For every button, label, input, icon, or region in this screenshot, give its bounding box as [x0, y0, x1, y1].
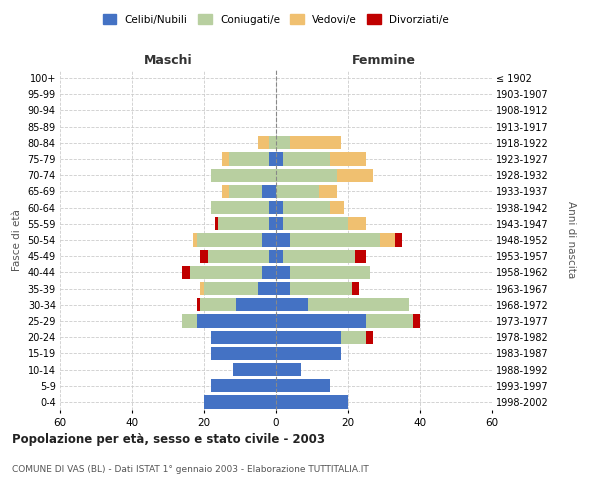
Legend: Celibi/Nubili, Coniugati/e, Vedovi/e, Divorziati/e: Celibi/Nubili, Coniugati/e, Vedovi/e, Di… — [99, 10, 453, 29]
Bar — [276, 185, 319, 198]
Y-axis label: Anni di nascita: Anni di nascita — [566, 202, 576, 278]
Bar — [222, 152, 229, 166]
Bar — [190, 266, 262, 279]
Bar — [197, 298, 200, 312]
Bar — [352, 282, 359, 295]
Bar — [308, 298, 409, 312]
Bar — [276, 250, 283, 263]
Bar — [204, 282, 258, 295]
Bar — [319, 185, 337, 198]
Bar — [211, 168, 276, 182]
Bar — [276, 136, 290, 149]
Bar — [200, 282, 204, 295]
Bar — [211, 346, 276, 360]
Bar — [204, 396, 276, 408]
Bar — [233, 363, 276, 376]
Bar — [290, 282, 352, 295]
Bar — [262, 266, 276, 279]
Bar — [182, 266, 190, 279]
Bar — [182, 314, 197, 328]
Bar — [276, 168, 337, 182]
Y-axis label: Fasce di età: Fasce di età — [12, 209, 22, 271]
Bar — [276, 152, 283, 166]
Bar — [330, 201, 344, 214]
Bar — [366, 314, 413, 328]
Bar — [290, 266, 370, 279]
Bar — [200, 298, 236, 312]
Bar — [276, 201, 283, 214]
Bar — [229, 185, 262, 198]
Bar — [337, 168, 373, 182]
Bar — [229, 152, 269, 166]
Bar — [276, 379, 330, 392]
Bar — [262, 234, 276, 246]
Bar — [211, 330, 276, 344]
Bar — [269, 152, 276, 166]
Bar — [348, 217, 366, 230]
Bar — [269, 136, 276, 149]
Text: COMUNE DI VAS (BL) - Dati ISTAT 1° gennaio 2003 - Elaborazione TUTTITALIA.IT: COMUNE DI VAS (BL) - Dati ISTAT 1° genna… — [12, 466, 369, 474]
Bar — [276, 234, 290, 246]
Bar — [211, 379, 276, 392]
Bar — [290, 136, 341, 149]
Bar — [355, 250, 366, 263]
Bar — [215, 217, 218, 230]
Bar — [283, 250, 355, 263]
Bar — [258, 282, 276, 295]
Text: Maschi: Maschi — [143, 54, 193, 67]
Bar — [276, 346, 341, 360]
Bar — [269, 217, 276, 230]
Bar — [262, 185, 276, 198]
Bar — [236, 298, 276, 312]
Bar — [283, 152, 330, 166]
Bar — [380, 234, 395, 246]
Bar — [200, 250, 208, 263]
Bar — [276, 298, 308, 312]
Bar — [276, 330, 341, 344]
Text: Femmine: Femmine — [352, 54, 416, 67]
Bar — [283, 217, 348, 230]
Bar — [218, 217, 269, 230]
Bar — [283, 201, 330, 214]
Bar — [276, 396, 348, 408]
Bar — [330, 152, 366, 166]
Bar — [208, 250, 269, 263]
Bar — [276, 266, 290, 279]
Bar — [341, 330, 366, 344]
Bar — [366, 330, 373, 344]
Bar — [269, 250, 276, 263]
Bar — [276, 363, 301, 376]
Bar — [258, 136, 269, 149]
Bar — [276, 314, 366, 328]
Text: Popolazione per età, sesso e stato civile - 2003: Popolazione per età, sesso e stato civil… — [12, 432, 325, 446]
Bar — [276, 282, 290, 295]
Bar — [197, 234, 262, 246]
Bar — [395, 234, 402, 246]
Bar — [269, 201, 276, 214]
Bar — [197, 314, 276, 328]
Bar — [413, 314, 420, 328]
Bar — [222, 185, 229, 198]
Bar — [193, 234, 197, 246]
Bar — [276, 217, 283, 230]
Bar — [211, 201, 269, 214]
Bar — [290, 234, 380, 246]
